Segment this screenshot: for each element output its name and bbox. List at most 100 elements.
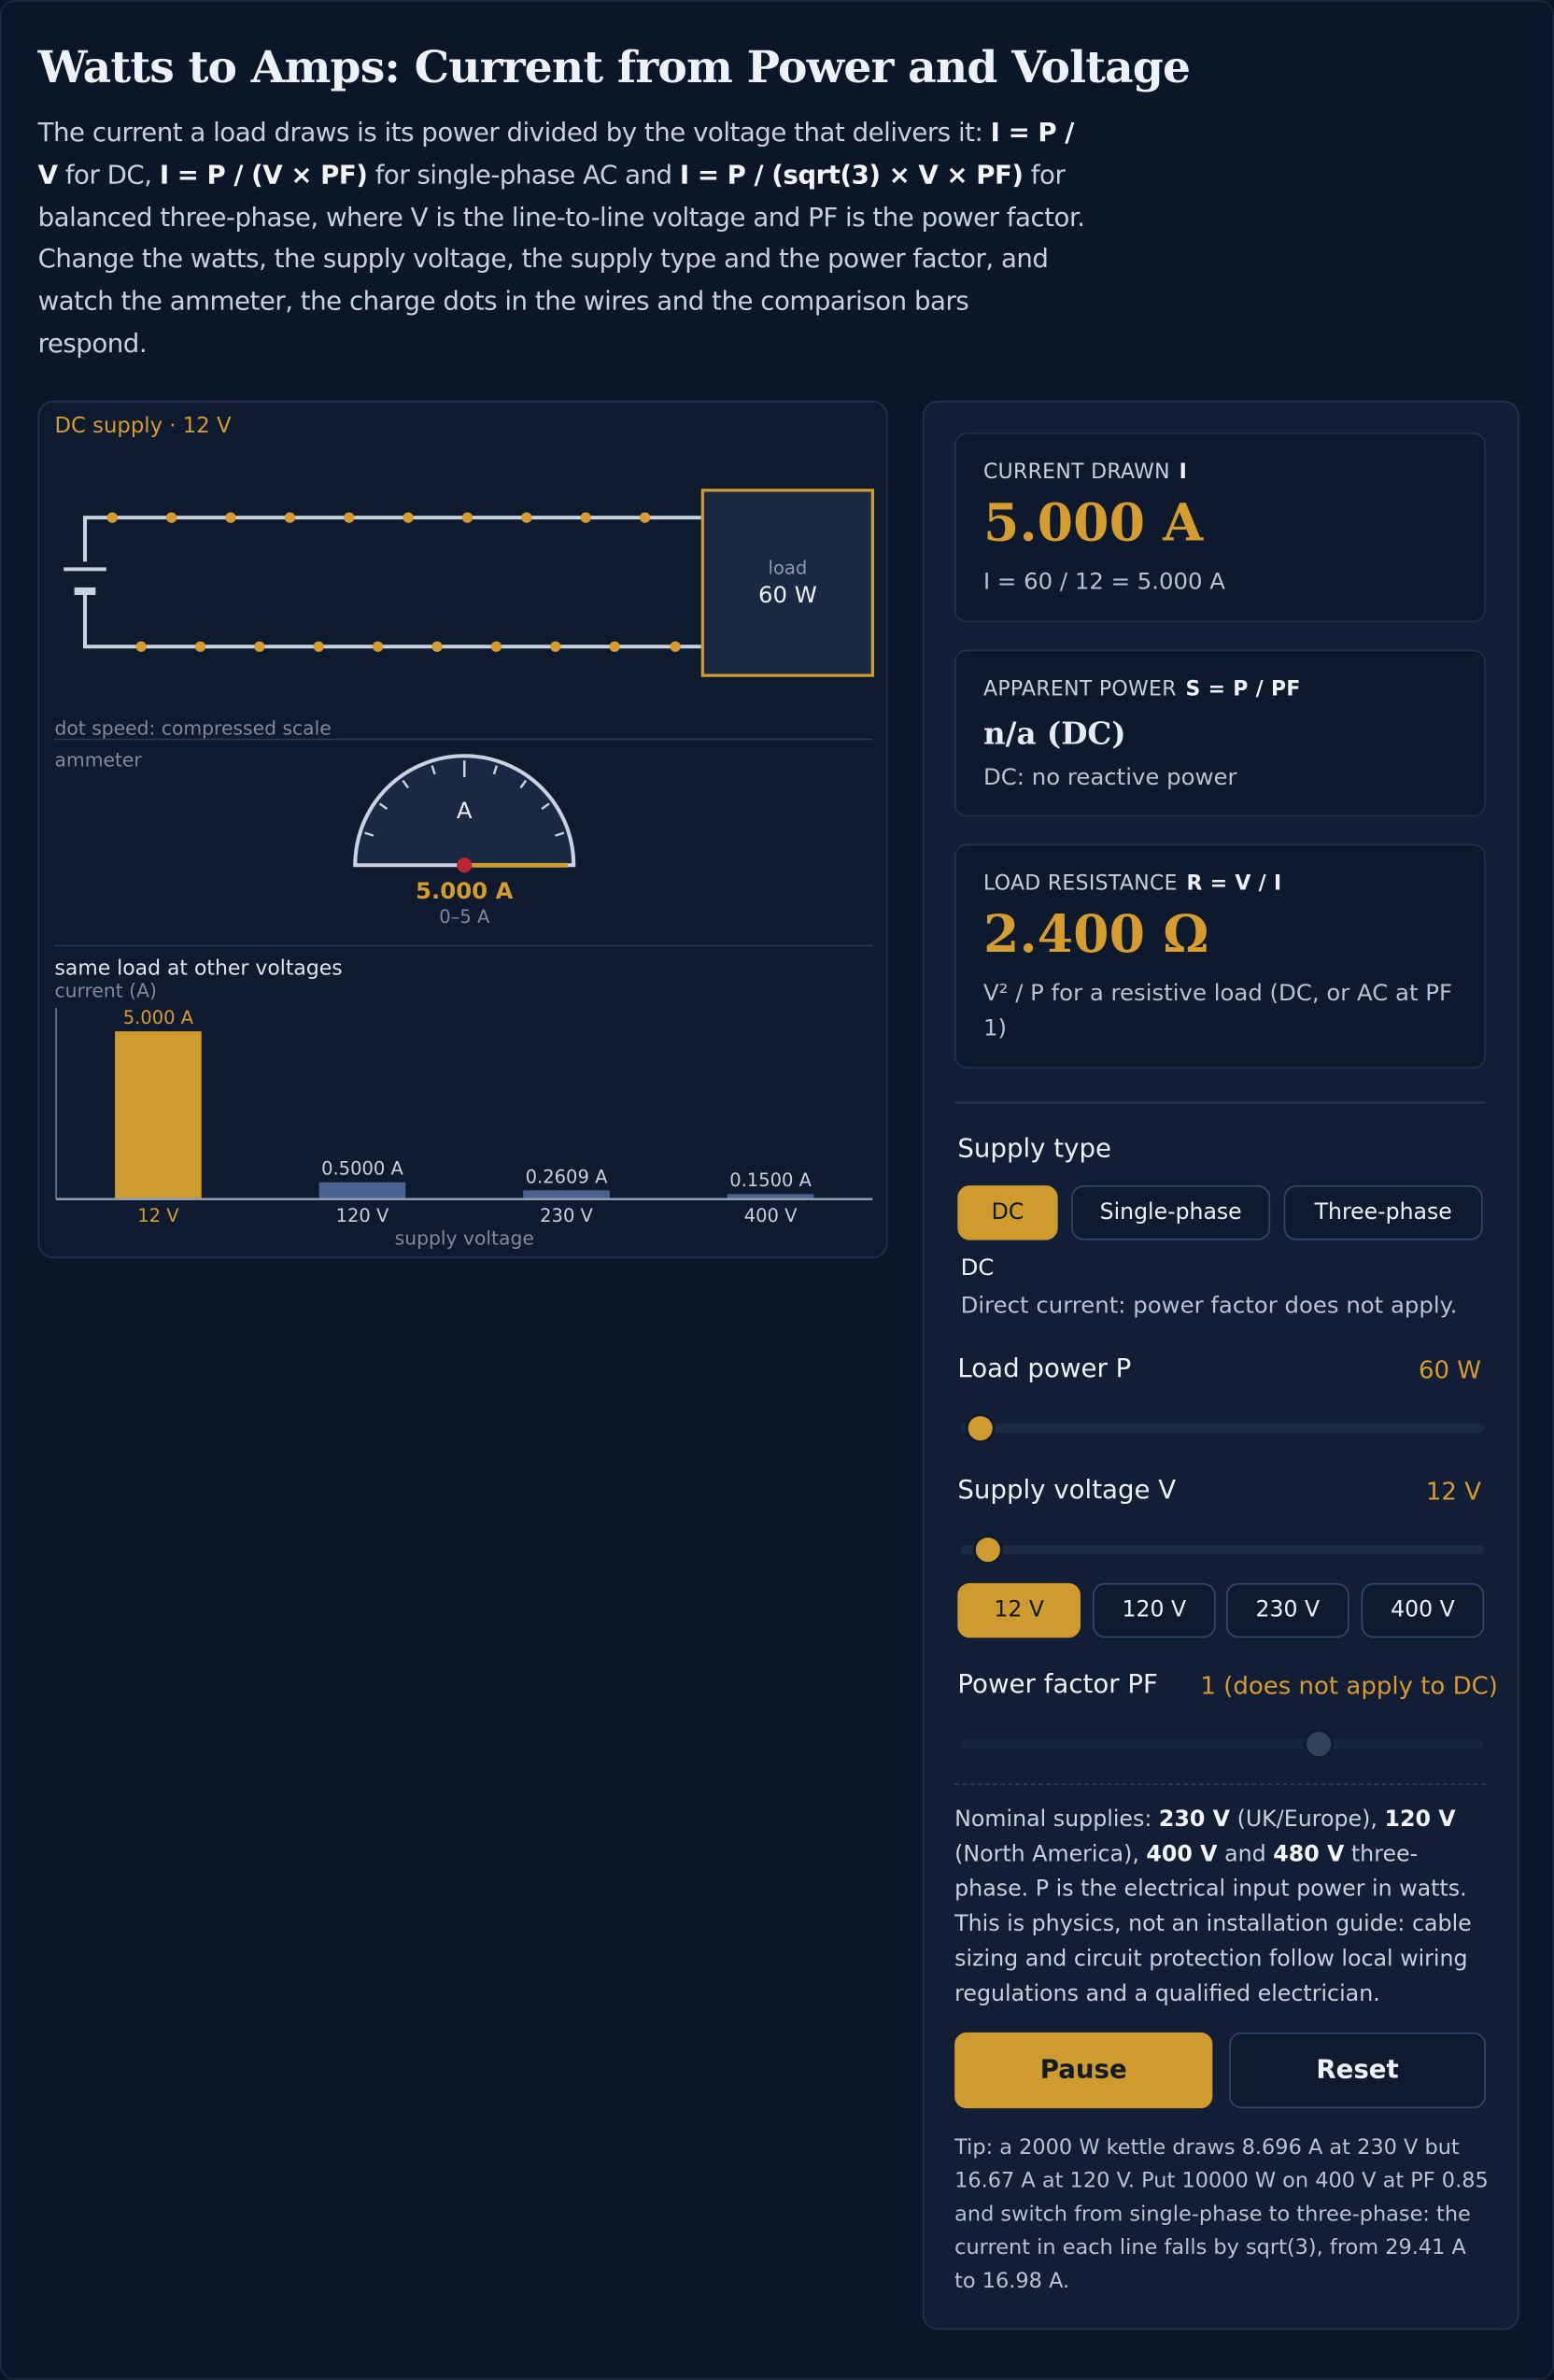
note-bold: 120 V — [1384, 1806, 1456, 1833]
note-text: Nominal supplies: — [954, 1806, 1159, 1833]
voltage-label: Supply voltage V — [957, 1475, 1177, 1507]
readout-card: LOAD RESISTANCE R = V / I 2.400 Ω V² / P fo… — [954, 843, 1486, 1069]
value-label: 5.000 A — [123, 1007, 194, 1028]
value-label: 0.5000 A — [321, 1158, 403, 1180]
supply-type-button[interactable]: Single-phase — [1071, 1185, 1271, 1240]
charge-dot — [313, 641, 324, 652]
charge-dot — [521, 512, 532, 523]
note-bold: 230 V — [1158, 1806, 1231, 1833]
readout-label: CURRENT DRAWN I — [983, 460, 1187, 484]
bar — [523, 1190, 610, 1199]
charge-dot — [194, 641, 206, 652]
pf-slider[interactable] — [960, 1728, 1485, 1760]
y-axis-label: current (A) — [55, 980, 157, 1002]
intro-text: The current a load draws is its power di… — [37, 118, 991, 149]
formula: I = P / (V × PF) — [159, 160, 368, 191]
gauge-tick — [378, 802, 388, 811]
readout-formula: I — [1179, 460, 1188, 485]
charge-dot — [431, 641, 443, 652]
load-box — [700, 489, 874, 677]
readout-card: APPARENT POWER S = P / PF n/a (DC) DC: no r… — [954, 649, 1486, 817]
readout-value: 5.000 A — [983, 493, 1204, 555]
wire — [82, 516, 701, 649]
dot-note: dot speed: compressed scale — [55, 717, 332, 740]
gauge-face — [353, 754, 576, 868]
readout-name: APPARENT POWER — [983, 676, 1177, 701]
load-power-label: Load power P — [957, 1353, 1132, 1385]
supply-type-label: Supply type — [957, 1133, 1112, 1165]
circuit-svg: DC supply · 12 V load 60 W dot speed: co… — [54, 414, 874, 1250]
gauge-tick — [431, 765, 436, 775]
x-tick-label: 400 V — [744, 1205, 798, 1226]
x-tick-label: 12 V — [137, 1205, 179, 1226]
divider — [954, 1101, 1486, 1104]
voltage-preset-button[interactable]: 120 V — [1093, 1582, 1216, 1638]
battery-plate — [74, 587, 96, 595]
supply-label: DC supply · 12 V — [55, 414, 232, 438]
charge-dot — [670, 641, 681, 652]
tip: Tip: a 2000 W kettle draws 8.696 A at 23… — [954, 2135, 1489, 2294]
gauge-tick — [492, 765, 499, 775]
divider — [954, 1783, 1486, 1785]
readout-name: CURRENT DRAWN — [983, 460, 1170, 485]
supply-type-button[interactable]: Three-phase — [1283, 1185, 1483, 1240]
charge-dot — [461, 512, 473, 523]
slider-thumb[interactable] — [1303, 1728, 1335, 1760]
value-label: 0.1500 A — [729, 1169, 812, 1191]
note-text: and — [1217, 1841, 1274, 1867]
slider-thumb[interactable] — [972, 1534, 1004, 1565]
charge-dot — [550, 641, 561, 652]
readout-detail: V² / P for a resistive load (DC, or AC a… — [983, 979, 1452, 1041]
bar — [318, 1182, 406, 1199]
charge-dot — [490, 641, 502, 652]
load-power: 60 W — [758, 581, 817, 608]
readout-label: APPARENT POWER S = P / PF — [983, 677, 1301, 701]
charge-dot — [403, 512, 414, 523]
charge-dot — [225, 512, 236, 523]
readout-detail: I = 60 / 12 = 5.000 A — [983, 567, 1225, 595]
charge-dot — [344, 512, 355, 523]
supply-type-description: Direct current: power factor does not ap… — [960, 1291, 1458, 1320]
pf-label: Power factor PF — [957, 1669, 1158, 1701]
readout-value: 2.400 Ω — [983, 904, 1209, 966]
note-text: (UK/Europe), — [1230, 1806, 1385, 1833]
charge-dot — [106, 512, 118, 523]
readout-label: LOAD RESISTANCE R = V / I — [983, 871, 1281, 896]
charge-dot — [639, 512, 651, 523]
supply-type-button[interactable]: DC — [957, 1185, 1058, 1240]
x-axis-label: supply voltage — [395, 1227, 534, 1250]
charge-dot — [609, 641, 620, 652]
intro-text: for DC, — [57, 160, 160, 191]
charge-dot — [284, 512, 296, 523]
charge-dot — [372, 641, 384, 652]
pause-button[interactable]: Pause — [954, 2032, 1213, 2109]
page-title: Watts to Amps: Current from Power and Vo… — [37, 40, 1191, 93]
reset-button[interactable]: Reset — [1229, 2032, 1486, 2109]
bar — [727, 1194, 814, 1199]
gauge-tick — [541, 802, 550, 811]
voltage-preset-button[interactable]: 400 V — [1361, 1582, 1485, 1638]
gauge-tick — [364, 831, 374, 837]
bar — [115, 1031, 202, 1199]
supply-type-name: DC — [960, 1254, 995, 1282]
gauge-reading: 5.000 A — [416, 877, 514, 904]
note-text: three-phase. P is the electrical input p… — [954, 1841, 1472, 2007]
charge-dot — [580, 512, 591, 523]
readout-name: LOAD RESISTANCE — [983, 871, 1178, 896]
gauge-tick — [402, 779, 410, 789]
voltage-preset-button[interactable]: 230 V — [1226, 1582, 1349, 1638]
voltage-preset-button[interactable]: 12 V — [957, 1582, 1081, 1638]
intro-text: for balanced three-phase, where V is the… — [37, 160, 1085, 361]
slider-thumb[interactable] — [965, 1412, 996, 1444]
x-tick-label: 120 V — [336, 1205, 389, 1226]
circuit-panel: DC supply · 12 V load 60 W dot speed: co… — [37, 401, 888, 1259]
note: Nominal supplies: 230 V (UK/Europe), 120… — [954, 1802, 1489, 2011]
voltage-slider[interactable] — [960, 1534, 1485, 1565]
load-power-slider[interactable] — [960, 1412, 1485, 1444]
formula: I = P / (sqrt(3) × V × PF) — [679, 160, 1024, 191]
gauge-range: 0–5 A — [439, 906, 490, 928]
charge-dot — [254, 641, 265, 652]
bar-chart: 5.000 A 12 V 0.5000 A 120 V 0.2609 A 230 V 0.1… — [115, 1007, 814, 1226]
readout-formula: S = P / PF — [1185, 676, 1301, 701]
gauge-pivot — [457, 857, 473, 873]
